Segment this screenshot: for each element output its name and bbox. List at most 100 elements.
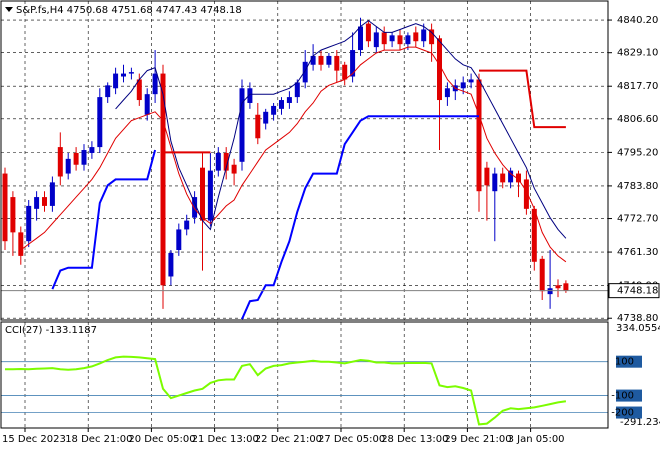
y-tick-label: 4840.20: [617, 15, 658, 26]
candle-body: [215, 152, 221, 171]
cci-title: CCI(27): [5, 325, 43, 336]
candle-body: [231, 164, 237, 174]
y-tick-label: 4806.60: [617, 114, 658, 125]
candle-body: [192, 197, 198, 218]
candle-body: [97, 97, 103, 148]
ohlc: 4750.68 4751.68 4747.43 4748.18: [67, 5, 242, 16]
candle-body: [373, 32, 379, 48]
candle-body: [128, 72, 134, 74]
y-tick-label: 4761.30: [617, 247, 658, 258]
y-tick-label: 4783.80: [617, 181, 658, 192]
candle-body: [223, 152, 229, 171]
candle-body: [492, 173, 498, 192]
cci-lines: [5, 355, 567, 426]
candle-body: [421, 29, 427, 42]
candle-body: [342, 64, 348, 80]
candle-body: [176, 229, 182, 251]
candle-body: [65, 158, 71, 174]
candle-body: [42, 197, 47, 206]
y-tick-label: 4772.70: [617, 214, 658, 225]
candle-body: [381, 32, 387, 45]
candle-body: [516, 173, 521, 183]
candles: [2, 17, 569, 320]
candle-body: [302, 61, 308, 83]
candle-body: [18, 232, 24, 256]
indicator-line: [5, 355, 567, 426]
candle-body: [563, 283, 569, 291]
candle-body: [547, 288, 553, 295]
candle-body: [286, 97, 292, 103]
menu-triangle[interactable]: [5, 7, 13, 12]
price-pane-border: [0, 0, 609, 321]
candle-body: [413, 32, 419, 42]
candle-body: [523, 179, 529, 209]
candle-body: [73, 152, 79, 165]
candle-body: [89, 147, 95, 153]
candle-body: [350, 50, 356, 77]
candle-body: [294, 82, 300, 98]
candle-body: [389, 35, 395, 42]
header-high: 4751.68: [111, 5, 152, 16]
level-label: -200: [611, 408, 634, 419]
candle-body: [531, 208, 537, 262]
indicator-line: [51, 115, 479, 320]
candle-body: [444, 88, 450, 98]
candle-body: [26, 205, 32, 242]
x-tick-label: 28 Dec 13:00: [381, 434, 448, 445]
candle-body: [207, 170, 213, 221]
candle-body: [460, 82, 466, 89]
x-tick-label: 15 Dec 2023: [2, 434, 66, 445]
candle-body: [81, 150, 87, 165]
candle-body: [437, 38, 442, 101]
candle-body: [334, 55, 340, 71]
level-box: [616, 389, 642, 402]
x-tick-label: 21 Dec 13:00: [192, 434, 259, 445]
cci-header: CCI(27) -133.1187: [5, 325, 97, 336]
candle-body: [160, 73, 166, 286]
candle-body: [49, 182, 55, 206]
y-limit-label: -291.2349: [620, 417, 660, 428]
header-low: 4747.43: [156, 5, 197, 16]
cci-pane-border: [0, 321, 609, 429]
candle-body: [113, 73, 119, 89]
candle-body: [152, 73, 158, 95]
candle-body: [310, 55, 316, 65]
x-tick-label: 18 Dec 21:00: [65, 434, 132, 445]
x-tick-label: 27 Dec 05:00: [318, 434, 385, 445]
y-limit-label: 334.0554: [616, 323, 660, 334]
candle-body: [200, 167, 205, 221]
candle-body: [34, 197, 40, 209]
candle-body: [247, 88, 253, 103]
candle-body: [105, 85, 111, 98]
candle-body: [271, 105, 277, 115]
header-close: 4748.18: [200, 5, 241, 16]
indicator-line: [115, 19, 567, 239]
candle-body: [255, 114, 261, 139]
candle-body: [121, 73, 126, 77]
candle-body: [484, 167, 490, 186]
candle-body: [10, 197, 16, 233]
price-header: S&P.fs,H4 4750.68 4751.68 4747.43 4748.1…: [16, 5, 242, 16]
last-price-box: [608, 283, 660, 299]
x-tick-label: 22 Dec 21:00: [255, 434, 322, 445]
candle-body: [476, 79, 482, 192]
candle-body: [539, 258, 545, 292]
candle-body: [555, 285, 561, 289]
level-label: -100: [611, 391, 634, 402]
candle-body: [57, 147, 63, 177]
x-tick-label: 3 Jan 05:00: [508, 434, 565, 445]
cci-value: -133.1187: [46, 325, 97, 336]
candle-body: [318, 55, 324, 65]
level-box: [616, 406, 642, 419]
candle-body: [508, 170, 514, 183]
candle-body: [397, 35, 403, 45]
candle-body: [468, 79, 474, 83]
y-tick-label: 4738.80: [617, 313, 658, 324]
candle-body: [239, 88, 245, 162]
candle-body: [429, 29, 435, 45]
indicator-line: [20, 46, 567, 263]
candle-body: [405, 35, 411, 45]
